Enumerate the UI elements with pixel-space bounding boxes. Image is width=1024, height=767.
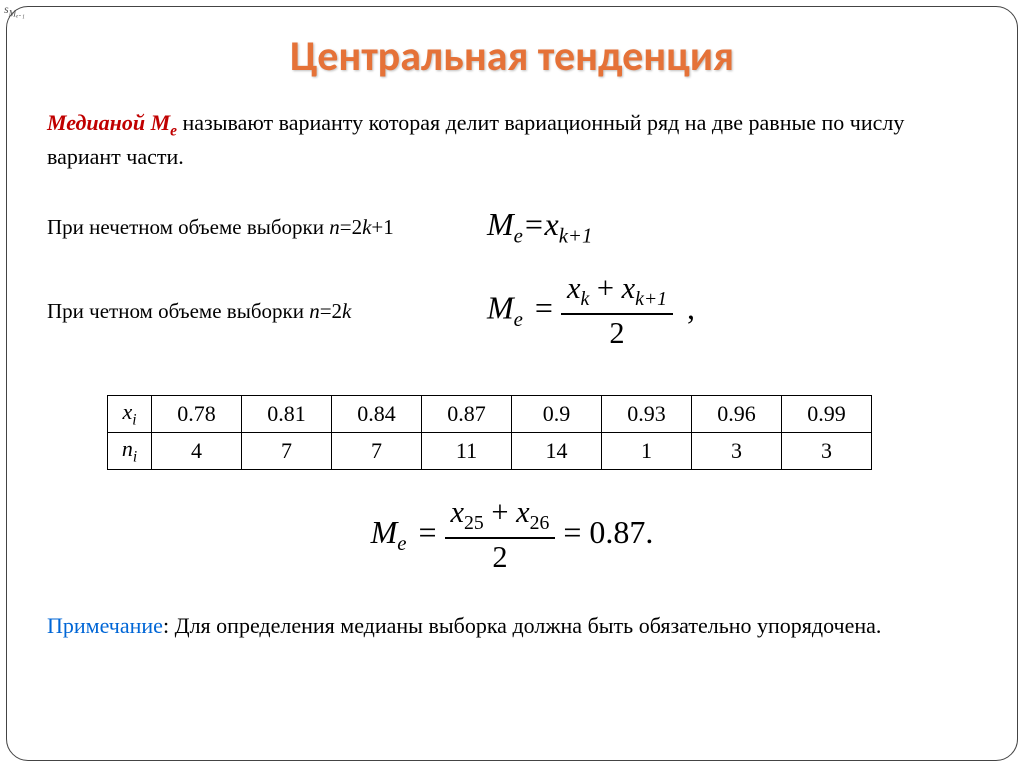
even-case-text: При четном объеме выборки n=2k [47,299,487,324]
xi-cell: 0.99 [782,395,872,432]
xi-cell: 0.96 [692,395,782,432]
slide-frame: Центральная тенденция Медианой Me называ… [6,6,1018,761]
even-case-formula: Me = xk + xk+1 2 , [487,272,695,350]
xi-cell: 0.9 [512,395,602,432]
xi-cell: 0.87 [422,395,512,432]
xi-cell: 0.81 [242,395,332,432]
row-header-ni: ni [108,432,152,469]
median-term: Медианой Me [47,110,182,135]
table-row-ni: ni 4 7 7 11 14 1 3 3 [108,432,872,469]
note-paragraph: Примечание: Для определения медианы выбо… [47,611,977,641]
example-computation: Me = x25 + x26 2 = 0.87. [47,496,977,574]
ni-cell: 4 [152,432,242,469]
even-case-row: При четном объеме выборки n=2k Me = xk +… [47,272,977,350]
ni-cell: 1 [602,432,692,469]
table-row-xi: xi 0.78 0.81 0.84 0.87 0.9 0.93 0.96 0.9… [108,395,872,432]
definition-paragraph: Медианой Me называют варианту которая де… [47,108,977,172]
odd-case-text: При нечетном объеме выборки n=2k+1 [47,215,487,240]
ni-cell: 7 [332,432,422,469]
example-fraction: x25 + x26 2 [445,496,556,574]
term-symbol: M [151,110,171,135]
ni-cell: 14 [512,432,602,469]
term-word: Медианой [47,110,151,135]
even-fraction: xk + xk+1 2 [561,272,673,350]
odd-case-row: При нечетном объеме выборки n=2k+1 Me=xk… [47,206,977,248]
ni-cell: 3 [692,432,782,469]
ni-cell: 3 [782,432,872,469]
xi-cell: 0.78 [152,395,242,432]
xi-cell: 0.84 [332,395,422,432]
xi-cell: 0.93 [602,395,692,432]
odd-case-formula: Me=xk+1 [487,206,592,248]
ni-cell: 11 [422,432,512,469]
ni-cell: 7 [242,432,332,469]
page-title: Центральная тенденция [47,31,977,82]
note-highlight: Примечание [47,613,163,638]
note-text: : Для определения медианы выборка должна… [163,613,881,638]
row-header-xi: xi [108,395,152,432]
term-subscript: e [170,122,177,139]
frequency-table: xi 0.78 0.81 0.84 0.87 0.9 0.93 0.96 0.9… [107,395,872,471]
